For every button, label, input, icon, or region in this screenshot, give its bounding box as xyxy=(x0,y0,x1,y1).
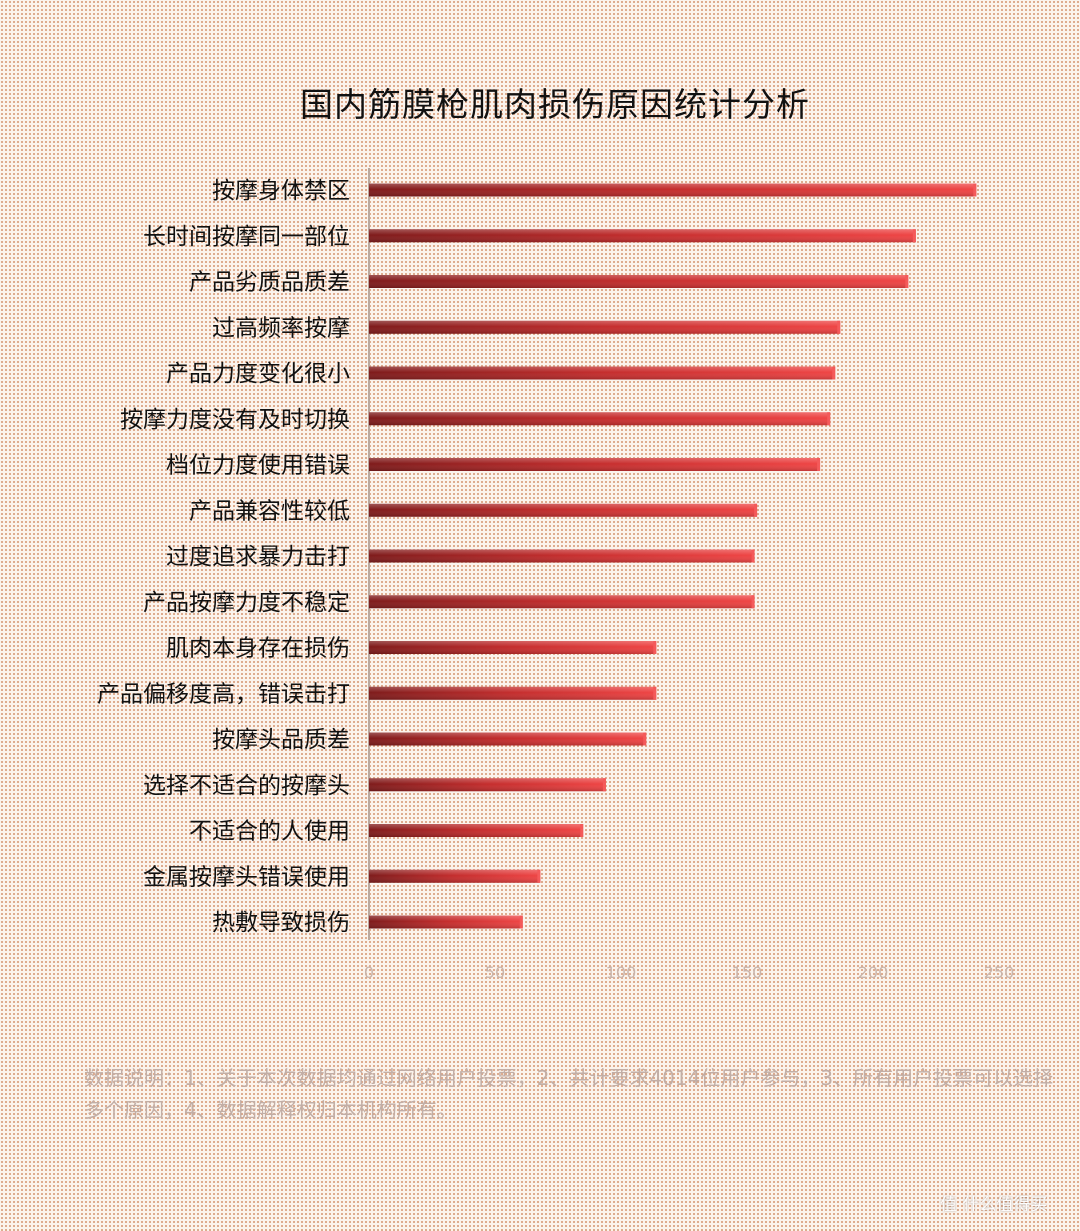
category-label: 不适合的人使用 xyxy=(189,819,350,845)
data-note: 数据说明：1、关于本次数据均通过网络用户投票，2、共计要求4014位用户参与，3… xyxy=(84,1066,1054,1122)
bar xyxy=(369,229,916,243)
category-label: 热敷导致损伤 xyxy=(212,910,350,936)
category-label: 选择不适合的按摩头 xyxy=(143,773,350,799)
category-label: 产品兼容性较低 xyxy=(189,498,350,524)
bar xyxy=(369,412,831,426)
bar xyxy=(369,549,755,563)
bar xyxy=(369,915,523,929)
x-tick-label: 50 xyxy=(485,963,505,982)
bar xyxy=(369,503,758,517)
category-label: 长时间按摩同一部位 xyxy=(143,224,350,250)
bar xyxy=(369,275,909,288)
category-label: 产品力度变化很小 xyxy=(166,361,350,387)
x-tick-label: 200 xyxy=(858,963,889,982)
x-tick-label: 100 xyxy=(606,963,637,982)
bar xyxy=(369,824,584,837)
chart-title: 国内筋膜枪肌肉损伤原因统计分析 xyxy=(300,85,810,124)
bar xyxy=(369,869,541,883)
category-label: 档位力度使用错误 xyxy=(166,453,350,479)
bar xyxy=(369,595,755,609)
bar xyxy=(369,366,836,380)
category-label: 按摩身体禁区 xyxy=(212,178,350,204)
x-tick-label: 150 xyxy=(732,963,763,982)
bar xyxy=(369,183,977,197)
bar xyxy=(369,732,647,746)
category-label: 产品劣质品质差 xyxy=(189,270,350,296)
category-label: 过度追求暴力击打 xyxy=(166,544,350,570)
x-tick-label: 0 xyxy=(364,963,374,982)
x-tick-label: 250 xyxy=(984,963,1015,982)
category-label: 产品按摩力度不稳定 xyxy=(143,590,350,616)
watermark: 值 什么值得买 xyxy=(940,1195,1048,1215)
category-label: 产品偏移度高，错误击打 xyxy=(97,681,350,707)
category-label: 金属按摩头错误使用 xyxy=(143,864,350,890)
category-label: 按摩力度没有及时切换 xyxy=(120,407,350,433)
bar xyxy=(369,641,657,654)
category-label: 过高频率按摩 xyxy=(212,315,350,341)
bar xyxy=(369,320,841,334)
category-label: 按摩头品质差 xyxy=(212,727,350,753)
bar xyxy=(369,458,821,471)
bar xyxy=(369,686,657,700)
category-label: 肌肉本身存在损伤 xyxy=(166,636,350,662)
bar xyxy=(369,778,606,792)
